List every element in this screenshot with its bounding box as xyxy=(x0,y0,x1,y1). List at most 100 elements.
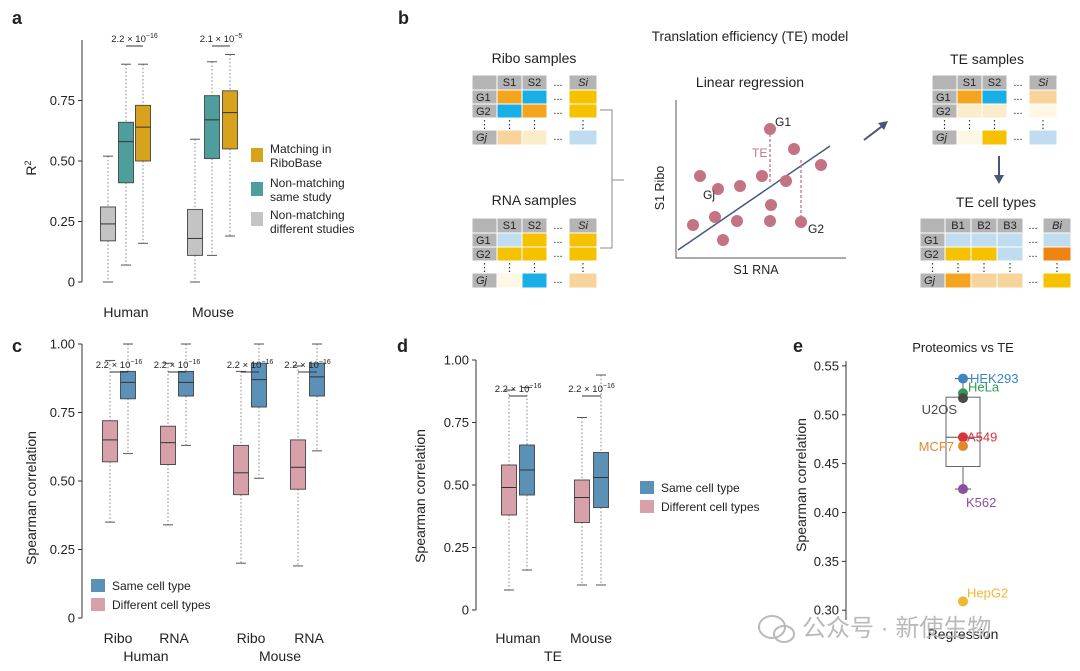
table-cell xyxy=(944,246,972,262)
box-iqr xyxy=(593,452,609,508)
table-cell xyxy=(981,129,1008,146)
lr-dot xyxy=(764,123,776,135)
y-tick-label: 0.25 xyxy=(50,214,75,229)
panel-a-y-ticks: 0 0.25 0.50 0.75 xyxy=(50,93,82,290)
panel-b-title: Translation efficiency (TE) model xyxy=(652,29,849,44)
table-row-label: Gj xyxy=(936,132,948,144)
point-label-mcf7: MCF7 xyxy=(919,439,954,454)
table-ellipsis: ... xyxy=(553,248,562,260)
table-ellipsis: ... xyxy=(553,131,562,143)
table-header-label: S2 xyxy=(528,220,541,232)
box-iqr xyxy=(135,104,151,162)
point-label-k562: K562 xyxy=(966,495,996,510)
table-row-label: Gj xyxy=(924,275,936,287)
panel-e-title: Proteomics vs TE xyxy=(912,340,1014,355)
pvalue-label: 2.2 × 10−16 xyxy=(227,359,274,371)
panel-d-boxes xyxy=(501,374,609,591)
legend-label-matching-2: RiboBase xyxy=(270,156,322,170)
lr-dot xyxy=(795,216,807,228)
legend-label-same-cell: Same cell type xyxy=(112,579,191,593)
table-cell xyxy=(944,232,972,248)
lr-dot xyxy=(734,180,746,192)
point-label-u2os: U2OS xyxy=(922,402,958,417)
legend-label-different-studies-2: different studies xyxy=(270,222,355,236)
legend-label-different-cell: Different cell types xyxy=(112,598,211,612)
point-mcf7 xyxy=(958,441,968,452)
y-tick-label: 0.25 xyxy=(50,542,75,557)
regression-line xyxy=(677,145,831,251)
watermark: 公众号 · 新使生物 xyxy=(758,615,991,643)
panel-label-b: b xyxy=(398,8,409,28)
table-cell xyxy=(521,246,548,262)
table-row-label: G1 xyxy=(924,235,939,247)
y-tick-label: 0.55 xyxy=(814,358,839,373)
panel-a-legend: Matching in RiboBase Non-matching same s… xyxy=(251,142,355,236)
table-ellipsis: ... xyxy=(1028,248,1037,260)
table-header-cell xyxy=(919,217,946,234)
box-iqr xyxy=(102,420,118,463)
table-cell xyxy=(521,89,548,105)
table-ellipsis: ... xyxy=(553,220,562,232)
panel-d-group-human: Human xyxy=(495,630,540,646)
table-row-label: G2 xyxy=(936,106,951,118)
table-cell xyxy=(1042,272,1072,289)
lr-label-te: TE xyxy=(752,146,767,160)
panel-c: 00.250.500.751.00 2.2 × 10−16 2.2 × 10−16… xyxy=(23,337,331,665)
panel-e-xlabel: Regression xyxy=(928,626,999,642)
table-vdots: ⋮ xyxy=(479,119,490,131)
y-tick-label: 0 xyxy=(462,603,469,618)
panel-label-c: c xyxy=(12,336,22,356)
panel-e-ylabel: Spearman correlation xyxy=(793,418,809,552)
legend-label-same-cell-d: Same cell type xyxy=(661,481,740,495)
y-tick-label: 0.30 xyxy=(814,603,839,618)
table-ellipsis: ... xyxy=(1028,220,1037,232)
panel-d-xlabel: TE xyxy=(544,648,562,664)
box-iqr xyxy=(222,90,238,150)
y-tick-label: 0.50 xyxy=(50,154,75,169)
lr-dot xyxy=(788,143,800,155)
table-cell xyxy=(568,129,598,146)
y-tick-label: 1.00 xyxy=(444,353,469,368)
box-iqr xyxy=(290,439,306,490)
table-header-label: B1 xyxy=(951,220,964,232)
watermark-text: 公众号 · 新使生物 xyxy=(802,615,991,642)
table-vdots: ⋮ xyxy=(989,119,1000,131)
table-cell xyxy=(496,129,523,146)
table-header-label: B3 xyxy=(1003,220,1016,232)
lr-dots xyxy=(687,123,827,246)
point-label-hek293: HEK293 xyxy=(970,371,1018,386)
box-iqr xyxy=(187,208,203,256)
box-iqr xyxy=(574,479,590,523)
table-cell xyxy=(1042,232,1072,248)
y-tick-label: 0.75 xyxy=(50,405,75,420)
table-row-label: G2 xyxy=(476,249,491,261)
panel-d-group-mouse: Mouse xyxy=(570,630,612,646)
table-cell xyxy=(996,272,1024,289)
table-cell xyxy=(970,246,998,262)
table-vdots: ⋮ xyxy=(953,262,964,274)
box-iqr xyxy=(251,362,267,408)
y-tick-label: 0.25 xyxy=(444,540,469,555)
table-row-label: Gj xyxy=(476,132,488,144)
legend-swatch-same-cell-d xyxy=(640,481,654,494)
table-vdots: ⋮ xyxy=(1005,262,1016,274)
box-iqr xyxy=(309,362,325,397)
table-cell xyxy=(1028,89,1058,105)
table-vdots: ⋮ xyxy=(504,119,515,131)
panel-c-legend: Same cell type Different cell types xyxy=(91,579,211,612)
y-tick-label: 0.50 xyxy=(444,478,469,493)
table-row-label: G2 xyxy=(924,249,939,261)
table-cell xyxy=(496,246,523,262)
table-cell xyxy=(568,246,598,262)
legend-label-matching-1: Matching in xyxy=(270,142,331,156)
lr-title: Linear regression xyxy=(696,74,804,90)
point-k562 xyxy=(958,484,968,495)
lr-label-g2: G2 xyxy=(808,222,824,236)
table-header-cell xyxy=(931,74,958,91)
table-header-label: S2 xyxy=(528,77,541,89)
panel-c-supergroup-human: Human xyxy=(123,648,168,664)
table-cell xyxy=(496,272,523,289)
